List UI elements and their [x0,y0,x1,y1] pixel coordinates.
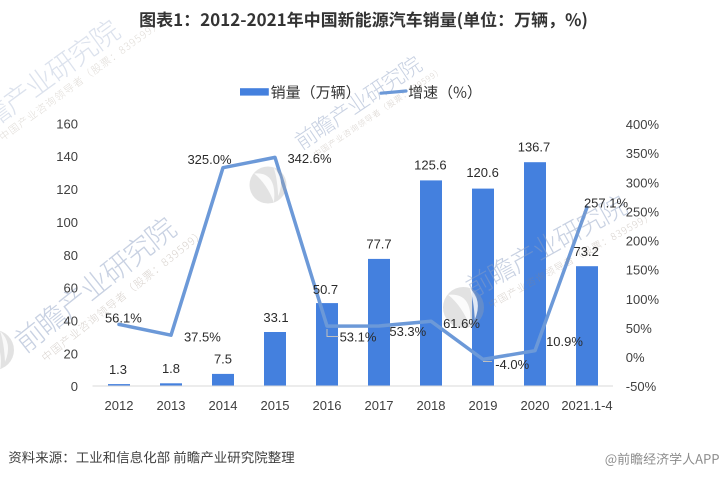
svg-text:136.7: 136.7 [518,140,551,155]
svg-text:150%: 150% [626,263,660,278]
svg-text:100: 100 [56,215,78,230]
svg-text:2017: 2017 [365,398,394,413]
svg-text:7.5: 7.5 [214,352,232,367]
svg-text:10.9%: 10.9% [546,334,583,349]
svg-text:1.3: 1.3 [109,362,127,377]
svg-text:400%: 400% [626,117,660,132]
svg-text:77.7: 77.7 [366,236,391,251]
svg-text:37.5%: 37.5% [184,330,221,345]
svg-text:40: 40 [64,314,78,329]
svg-text:350%: 350% [626,146,660,161]
svg-text:50%: 50% [626,321,652,336]
svg-text:200%: 200% [626,234,660,249]
svg-text:0: 0 [71,379,78,394]
svg-text:2013: 2013 [157,398,186,413]
svg-text:325.0%: 325.0% [187,152,232,167]
svg-text:2020: 2020 [521,398,550,413]
svg-text:2015: 2015 [261,398,290,413]
svg-text:2018: 2018 [417,398,446,413]
svg-text:0%: 0% [626,350,645,365]
svg-text:120.6: 120.6 [466,165,499,180]
svg-text:2019: 2019 [469,398,498,413]
svg-text:100%: 100% [626,292,660,307]
svg-text:2014: 2014 [209,398,238,413]
svg-text:60: 60 [64,281,78,296]
svg-text:1.8: 1.8 [162,361,180,376]
svg-text:80: 80 [64,248,78,263]
svg-text:140: 140 [56,149,78,164]
svg-text:300%: 300% [626,175,660,190]
svg-text:53.3%: 53.3% [389,324,426,339]
svg-text:53.1%: 53.1% [340,329,377,344]
svg-text:2012: 2012 [105,398,134,413]
svg-text:342.6%: 342.6% [287,151,332,166]
svg-text:61.6%: 61.6% [443,316,480,331]
svg-text:56.1%: 56.1% [105,311,142,326]
svg-text:257.1%: 257.1% [584,196,629,211]
svg-text:20: 20 [64,346,78,361]
svg-text:73.2: 73.2 [574,244,599,259]
svg-text:-4.0%: -4.0% [495,357,529,372]
svg-text:50.7: 50.7 [313,282,338,297]
svg-text:2016: 2016 [313,398,342,413]
svg-text:2021.1-4: 2021.1-4 [561,398,612,413]
svg-text:120: 120 [56,182,78,197]
svg-text:160: 160 [56,116,78,131]
svg-text:125.6: 125.6 [414,158,447,173]
svg-text:250%: 250% [626,204,660,219]
svg-text:-50%: -50% [626,379,657,394]
svg-text:33.1: 33.1 [263,310,288,325]
